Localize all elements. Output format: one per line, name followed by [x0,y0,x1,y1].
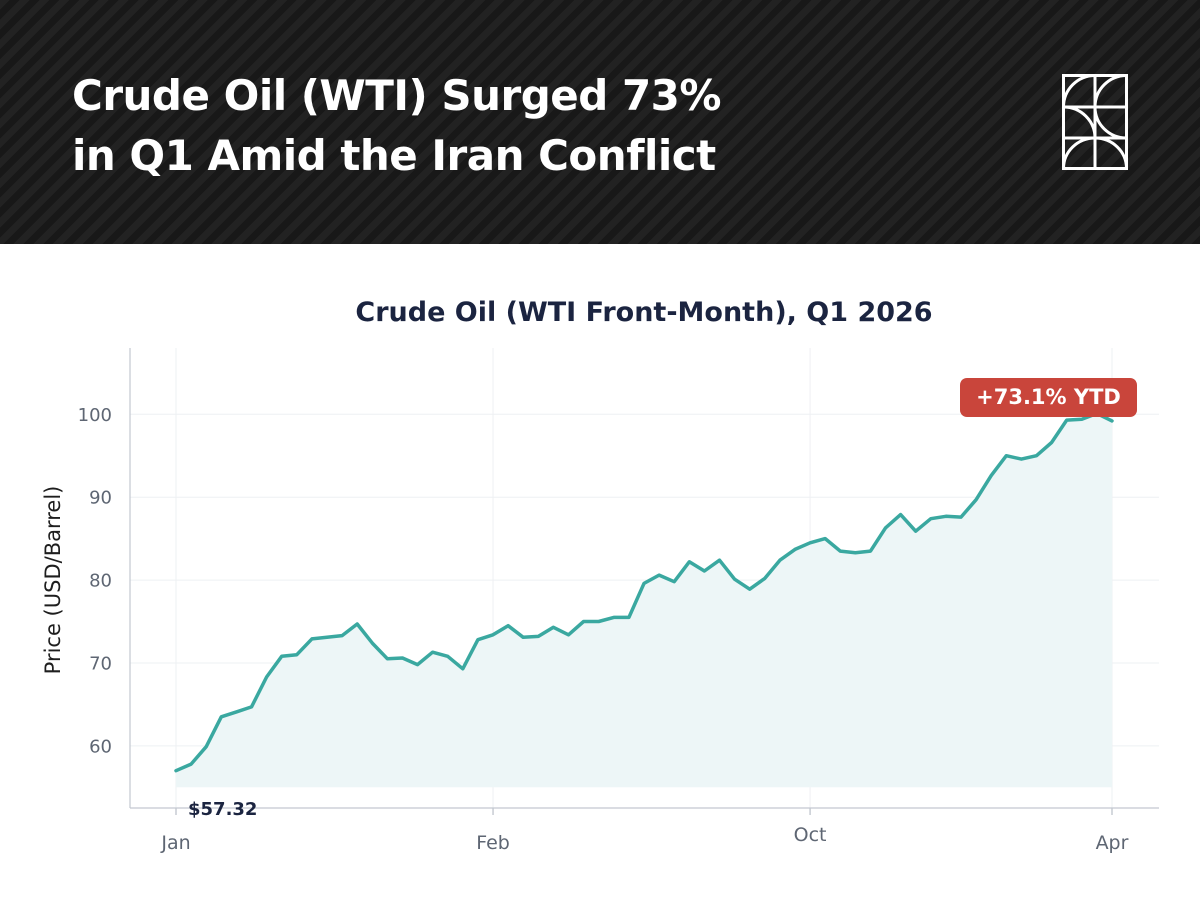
y-axis-label: Price (USD/Barrel) [41,486,65,675]
data-point [1050,441,1054,445]
data-point [1019,457,1023,461]
data-point [944,514,948,518]
chart-title: Crude Oil (WTI Front-Month), Q1 2026 [355,297,932,328]
data-point [385,657,389,661]
x-tick-label: Apr [1096,832,1129,854]
y-tick-label: 60 [89,736,112,757]
y-tick-label: 80 [89,571,112,592]
data-point [808,541,812,545]
x-tick-label: Feb [476,832,510,854]
y-tick-label: 90 [89,488,112,509]
geometric-brand-logo-icon [1062,74,1128,170]
data-point [340,634,344,638]
data-point [884,526,888,530]
data-point [551,625,555,629]
data-point [687,560,691,564]
data-point [446,654,450,658]
data-point [1080,417,1084,421]
data-point [1110,419,1114,423]
data-point [929,517,933,521]
series-line [174,411,1114,773]
headline-line-1: Crude Oil (WTI) Surged 73% [72,71,721,120]
data-point [612,615,616,619]
data-point [869,549,873,553]
data-point [521,635,525,639]
data-point [204,745,208,749]
data-point [355,622,359,626]
data-point [401,656,405,660]
data-point [416,663,420,667]
data-point [1065,418,1069,422]
data-point [1004,454,1008,458]
ytd-badge-text: +73.1% YTD [976,385,1121,409]
data-point [597,620,601,624]
data-point [536,634,540,638]
data-point [431,650,435,654]
data-point [325,635,329,639]
data-point [672,580,676,584]
data-point [627,615,631,619]
data-point [250,705,254,709]
data-point [899,513,903,517]
y-tick-label: 70 [89,653,112,674]
data-point [461,667,465,671]
header-banner [0,0,1200,244]
price-chart: Crude Oil (WTI Front-Month), Q1 2026 60 7… [41,297,1159,854]
data-point [310,637,314,641]
data-point [174,769,178,773]
area-fill [176,413,1112,788]
data-point [718,558,722,562]
data-point [280,654,284,658]
data-point [642,581,646,585]
ytd-badge: +73.1% YTD [960,378,1137,417]
data-point [914,529,918,533]
x-tick-label: Jan [160,832,190,854]
data-point [763,576,767,580]
data-point [476,638,480,642]
data-point [582,620,586,624]
data-point [702,569,706,573]
data-point [219,715,223,719]
data-point [491,633,495,637]
data-point [974,498,978,502]
x-tick-label: Oct [794,824,827,846]
data-point [793,547,797,551]
data-point [189,762,193,766]
data-point [853,551,857,555]
data-point [959,515,963,519]
data-point [265,675,269,679]
start-price-label: $57.32 [188,799,257,820]
y-tick-label: 100 [78,405,112,426]
data-point [506,624,510,628]
page-headline: Crude Oil (WTI) Surged 73% in Q1 Amid th… [72,66,721,186]
data-point [748,587,752,591]
axes-layer: 60 70 80 90 100 Jan Feb Oct Apr [78,348,1159,854]
data-point [295,653,299,657]
headline-line-2: in Q1 Amid the Iran Conflict [72,131,716,180]
data-point [1035,454,1039,458]
data-point [778,558,782,562]
data-point [657,573,661,577]
data-point [733,577,737,581]
data-point [838,549,842,553]
data-point [370,641,374,645]
data-point [989,474,993,478]
ytd-badge-background [960,378,1137,417]
data-point [234,710,238,714]
data-point [823,537,827,541]
data-point [567,633,571,637]
